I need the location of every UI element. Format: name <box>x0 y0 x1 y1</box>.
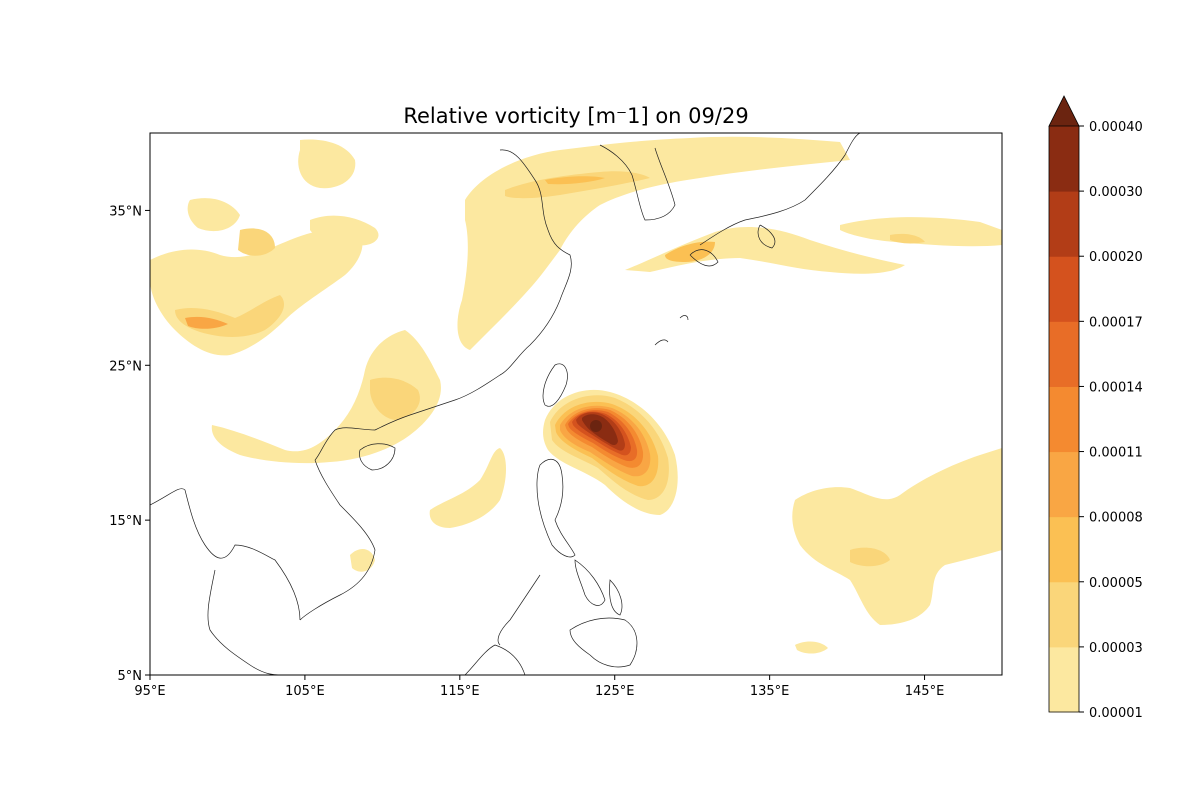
colorbar-label: 0.00040 <box>1089 120 1143 135</box>
map-frame <box>149 132 1003 676</box>
vorticity-region-japan <box>625 226 905 274</box>
coastline-china <box>314 149 572 461</box>
vorticity-region-west-patches-5 <box>310 215 379 246</box>
colorbar-segment <box>1049 126 1079 192</box>
vorticity-region-wpac <box>792 448 1002 625</box>
colorbar-label: 0.00030 <box>1089 185 1143 200</box>
x-tick-label: 95°E <box>134 684 165 699</box>
y-axis: 5°N 15°N 25°N 35°N <box>109 204 150 684</box>
coastline-hainan <box>359 443 396 471</box>
colorbar-segment <box>1049 256 1079 322</box>
x-tick-label: 125°E <box>595 684 635 699</box>
colorbar-segment <box>1049 191 1079 257</box>
vorticity-region-wpac-small <box>795 641 828 654</box>
x-axis: 95°E 105°E 115°E 125°E 135°E 145°E <box>134 675 944 699</box>
typhoon-vortex <box>543 389 678 515</box>
coastline-borneo <box>464 644 526 675</box>
vorticity-region-japan-east <box>840 217 1002 247</box>
colorbar-label: 0.00008 <box>1089 511 1143 526</box>
vorticity-region-west-patches-4 <box>238 228 275 256</box>
coastline-palawan <box>497 574 541 646</box>
vorticity-region-west-patches-3 <box>187 198 240 232</box>
colorbar-label: 0.00001 <box>1089 706 1143 721</box>
x-tick-label: 115°E <box>440 684 480 699</box>
coastline-luzon <box>536 458 576 558</box>
vorticity-contours <box>150 136 1002 654</box>
vorticity-region-scs <box>429 448 506 528</box>
coastline-japan <box>689 133 861 267</box>
vorticity-region-scs-2 <box>350 548 375 572</box>
colorbar-label: 0.00003 <box>1089 641 1143 656</box>
colorbar-label: 0.00020 <box>1089 250 1143 265</box>
vorticity-region-japan-core <box>665 241 715 262</box>
colorbar-segment <box>1049 646 1079 713</box>
vorticity-region-south-china-core <box>370 377 420 420</box>
vorticity-region-south-china <box>211 330 441 464</box>
vorticity-region-north-band-core2 <box>545 176 605 185</box>
colorbar-segment <box>1049 451 1079 518</box>
x-tick-label: 135°E <box>750 684 790 699</box>
coastline-ryukyu <box>654 315 689 346</box>
colorbar-label: 0.00014 <box>1089 380 1143 395</box>
coastline-visayas <box>574 559 623 616</box>
vorticity-region-japan-east-core <box>890 233 925 244</box>
colorbar-segment <box>1049 321 1079 387</box>
vorticity-region-north-band-core <box>505 171 650 199</box>
typhoon-eye <box>590 420 602 432</box>
colorbar-segment <box>1049 386 1079 453</box>
vorticity-region-west-patches-2 <box>298 139 356 189</box>
colorbar-segment <box>1049 516 1079 583</box>
y-tick-label: 5°N <box>118 669 143 684</box>
coastlines <box>150 133 861 675</box>
y-tick-label: 15°N <box>109 514 142 529</box>
x-tick-label: 105°E <box>285 684 325 699</box>
colorbar-label: 0.00017 <box>1089 315 1143 330</box>
coastline-taiwan <box>542 363 568 407</box>
colorbar-outline <box>1048 126 1080 713</box>
coastline-korea <box>599 144 676 221</box>
coastline-mindanao <box>569 617 638 668</box>
map-title: Relative vorticity [m⁻1] on 09/29 <box>403 104 749 128</box>
vorticity-region-west-patches-core2 <box>185 316 228 329</box>
coastline-indochina <box>150 459 376 675</box>
y-tick-label: 35°N <box>109 204 142 219</box>
colorbar-label: 0.00011 <box>1089 446 1143 461</box>
colorbar-segment <box>1049 581 1079 648</box>
colorbar-extend-arrow <box>1048 95 1080 127</box>
colorbar: 0.00001 0.00003 0.00005 0.00008 0.00011 0.000… <box>1048 95 1143 721</box>
y-tick-label: 25°N <box>109 359 142 374</box>
x-tick-label: 145°E <box>905 684 945 699</box>
vorticity-region-wpac-core <box>850 547 890 567</box>
colorbar-label: 0.00005 <box>1089 576 1143 591</box>
